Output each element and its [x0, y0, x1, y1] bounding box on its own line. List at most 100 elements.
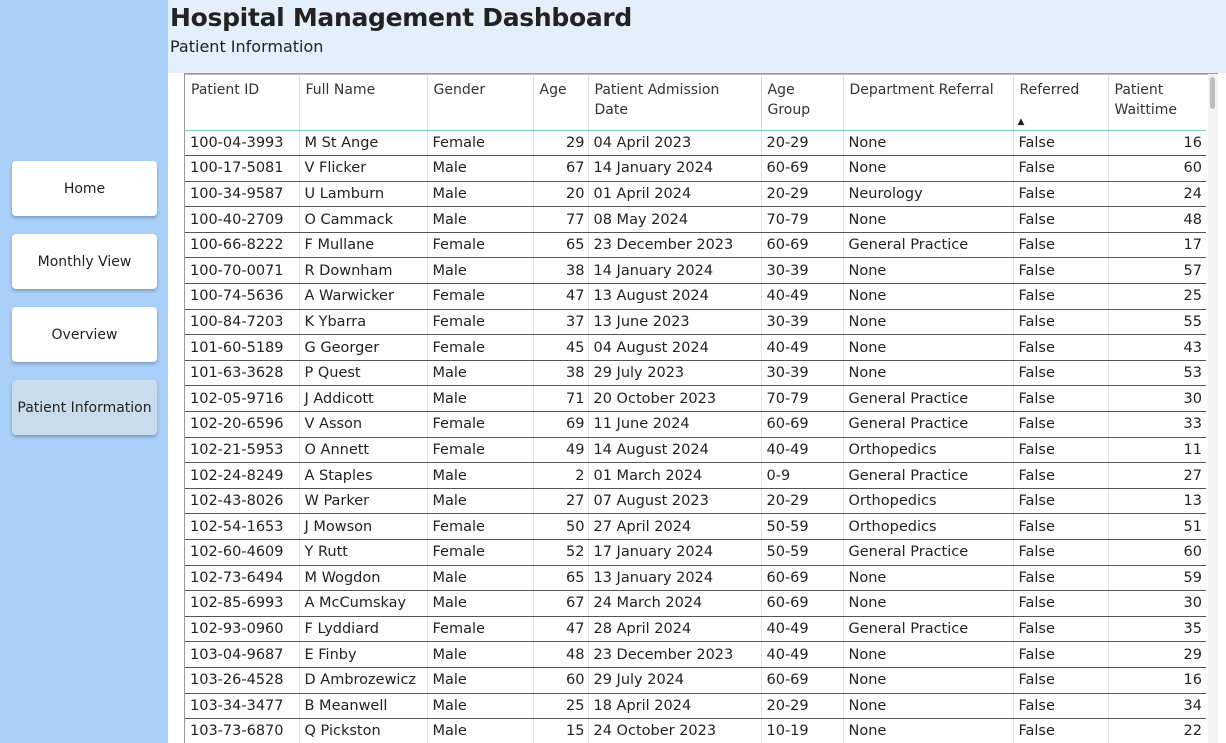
cell-gender: Female: [427, 334, 534, 361]
cell-gender: Male: [427, 181, 534, 208]
cell-patient-waittime: 53: [1108, 360, 1206, 387]
table-row[interactable]: 100-84-7203 K Ybarra Female 37 13 June 2023 3…: [185, 309, 1206, 336]
nav-button-home[interactable]: Home: [12, 161, 157, 216]
table-row[interactable]: 103-26-4528 D Ambrozewicz Male 60 29 July 20…: [185, 667, 1206, 694]
cell-age-group: 50-59: [761, 513, 844, 540]
cell-department-referral: None: [843, 257, 1014, 285]
cell-full-name: A Staples: [299, 462, 428, 489]
nav-button-monthly-view[interactable]: Monthly View: [12, 234, 157, 289]
table-row[interactable]: 102-73-6494 M Wogdon Male 65 13 January 2024…: [185, 565, 1206, 592]
column-header-full-name[interactable]: Full Name: [299, 76, 428, 131]
table-row[interactable]: 102-54-1653 J Mowson Female 50 27 April 2024…: [185, 513, 1206, 540]
table-row[interactable]: 100-74-5636 A Warwicker Female 47 13 August …: [185, 283, 1206, 310]
cell-full-name: A Warwicker: [299, 283, 428, 310]
cell-gender: Female: [427, 513, 534, 540]
table-row[interactable]: 101-63-3628 P Quest Male 38 29 July 2023 30-3…: [185, 360, 1206, 387]
column-header-age[interactable]: Age: [533, 76, 589, 131]
table-row[interactable]: 103-73-6870 Q Pickston Male 15 24 October 20…: [185, 718, 1206, 743]
cell-age: 25: [533, 693, 589, 720]
table-row[interactable]: 102-24-8249 A Staples Male 2 01 March 2024 0-…: [185, 462, 1206, 489]
cell-age-group: 70-79: [761, 385, 844, 413]
table-row[interactable]: 102-60-4609 Y Rutt Female 52 17 January 2024…: [185, 539, 1206, 566]
cell-gender: Male: [427, 360, 534, 387]
column-header-age-group[interactable]: Age Group: [761, 76, 844, 131]
cell-age: 65: [533, 565, 589, 592]
cell-referred: False: [1013, 513, 1109, 540]
cell-patient-id: 102-73-6494: [185, 565, 300, 592]
column-header-admission-date[interactable]: Patient Admission Date: [588, 76, 762, 131]
cell-patient-waittime: 13: [1108, 488, 1206, 515]
cell-department-referral: Orthopedics: [843, 488, 1014, 515]
cell-full-name: F Mullane: [299, 232, 428, 259]
column-header-referred[interactable]: Referred ▲: [1013, 76, 1109, 131]
cell-admission-date: 01 March 2024: [588, 462, 762, 489]
table-row[interactable]: 100-66-8222 F Mullane Female 65 23 December …: [185, 232, 1206, 259]
cell-full-name: W Parker: [299, 488, 428, 515]
column-header-patient-waittime[interactable]: Patient Waittime: [1108, 76, 1206, 131]
cell-patient-waittime: 59: [1108, 565, 1206, 592]
cell-patient-waittime: 30: [1108, 590, 1206, 617]
table-row[interactable]: 102-21-5953 O Annett Female 49 14 August 202…: [185, 437, 1206, 464]
table-row[interactable]: 100-40-2709 O Cammack Male 77 08 May 2024 70-…: [185, 206, 1206, 233]
nav-button-patient-information[interactable]: Patient Information: [12, 380, 157, 435]
cell-admission-date: 01 April 2024: [588, 181, 762, 208]
cell-age: 69: [533, 411, 589, 438]
cell-patient-waittime: 25: [1108, 283, 1206, 310]
cell-age: 37: [533, 309, 589, 336]
cell-age: 20: [533, 181, 589, 208]
cell-patient-waittime: 48: [1108, 206, 1206, 233]
cell-age-group: 20-29: [761, 181, 844, 208]
table-row[interactable]: 102-93-0960 F Lyddiard Female 47 28 April 20…: [185, 616, 1206, 643]
cell-department-referral: None: [843, 309, 1014, 336]
column-header-label: Department Referral: [849, 82, 994, 98]
sort-ascending-icon: ▲: [1017, 116, 1025, 127]
cell-patient-waittime: 43: [1108, 334, 1206, 361]
cell-patient-id: 100-17-5081: [185, 155, 300, 182]
cell-gender: Male: [427, 667, 534, 694]
table-row[interactable]: 100-04-3993 M St Ange Female 29 04 April 202…: [185, 130, 1206, 157]
table-row[interactable]: 102-85-6993 A McCumskay Male 67 24 March 202…: [185, 590, 1206, 617]
cell-age: 29: [533, 130, 589, 157]
table-row[interactable]: 100-34-9587 U Lamburn Male 20 01 April 2024 2…: [185, 181, 1206, 208]
table-row[interactable]: 102-05-9716 J Addicott Male 71 20 October 20…: [185, 385, 1206, 413]
cell-patient-id: 102-43-8026: [185, 488, 300, 515]
cell-patient-id: 102-21-5953: [185, 437, 300, 464]
cell-patient-waittime: 11: [1108, 437, 1206, 464]
column-header-gender[interactable]: Gender: [427, 76, 534, 131]
table-row[interactable]: 100-70-0071 R Downham Male 38 14 January 202…: [185, 257, 1206, 285]
table-row[interactable]: 102-20-6596 V Asson Female 69 11 June 2024 60…: [185, 411, 1206, 438]
cell-patient-waittime: 55: [1108, 309, 1206, 336]
cell-patient-id: 102-54-1653: [185, 513, 300, 540]
table-row[interactable]: 101-60-5189 G Georger Female 45 04 August 20…: [185, 334, 1206, 361]
scrollbar-thumb[interactable]: [1210, 77, 1215, 109]
cell-age: 48: [533, 641, 589, 668]
cell-patient-waittime: 51: [1108, 513, 1206, 540]
cell-full-name: M St Ange: [299, 130, 428, 157]
column-header-patient-id[interactable]: Patient ID: [185, 76, 300, 131]
cell-department-referral: Neurology: [843, 181, 1014, 208]
cell-referred: False: [1013, 718, 1109, 743]
cell-age: 38: [533, 257, 589, 285]
cell-department-referral: None: [843, 334, 1014, 361]
cell-department-referral: None: [843, 565, 1014, 592]
cell-department-referral: None: [843, 206, 1014, 233]
cell-age-group: 50-59: [761, 539, 844, 566]
cell-age: 27: [533, 488, 589, 515]
vertical-scrollbar[interactable]: [1208, 74, 1218, 743]
table-row[interactable]: 100-17-5081 V Flicker Male 67 14 January 202…: [185, 155, 1206, 182]
cell-age-group: 0-9: [761, 462, 844, 489]
cell-referred: False: [1013, 206, 1109, 233]
cell-admission-date: 28 April 2024: [588, 616, 762, 643]
column-header-label: Age Group: [767, 82, 811, 118]
cell-age-group: 40-49: [761, 437, 844, 464]
table-row[interactable]: 102-43-8026 W Parker Male 27 07 August 2023 2…: [185, 488, 1206, 515]
table-row[interactable]: 103-34-3477 B Meanwell Male 25 18 April 2024…: [185, 693, 1206, 720]
table-row[interactable]: 103-04-9687 E Finby Male 48 23 December 2023…: [185, 641, 1206, 668]
column-header-department-referral[interactable]: Department Referral: [843, 76, 1014, 131]
nav-button-overview[interactable]: Overview: [12, 307, 157, 362]
cell-admission-date: 04 August 2024: [588, 334, 762, 361]
cell-referred: False: [1013, 539, 1109, 566]
cell-referred: False: [1013, 667, 1109, 694]
cell-full-name: J Mowson: [299, 513, 428, 540]
